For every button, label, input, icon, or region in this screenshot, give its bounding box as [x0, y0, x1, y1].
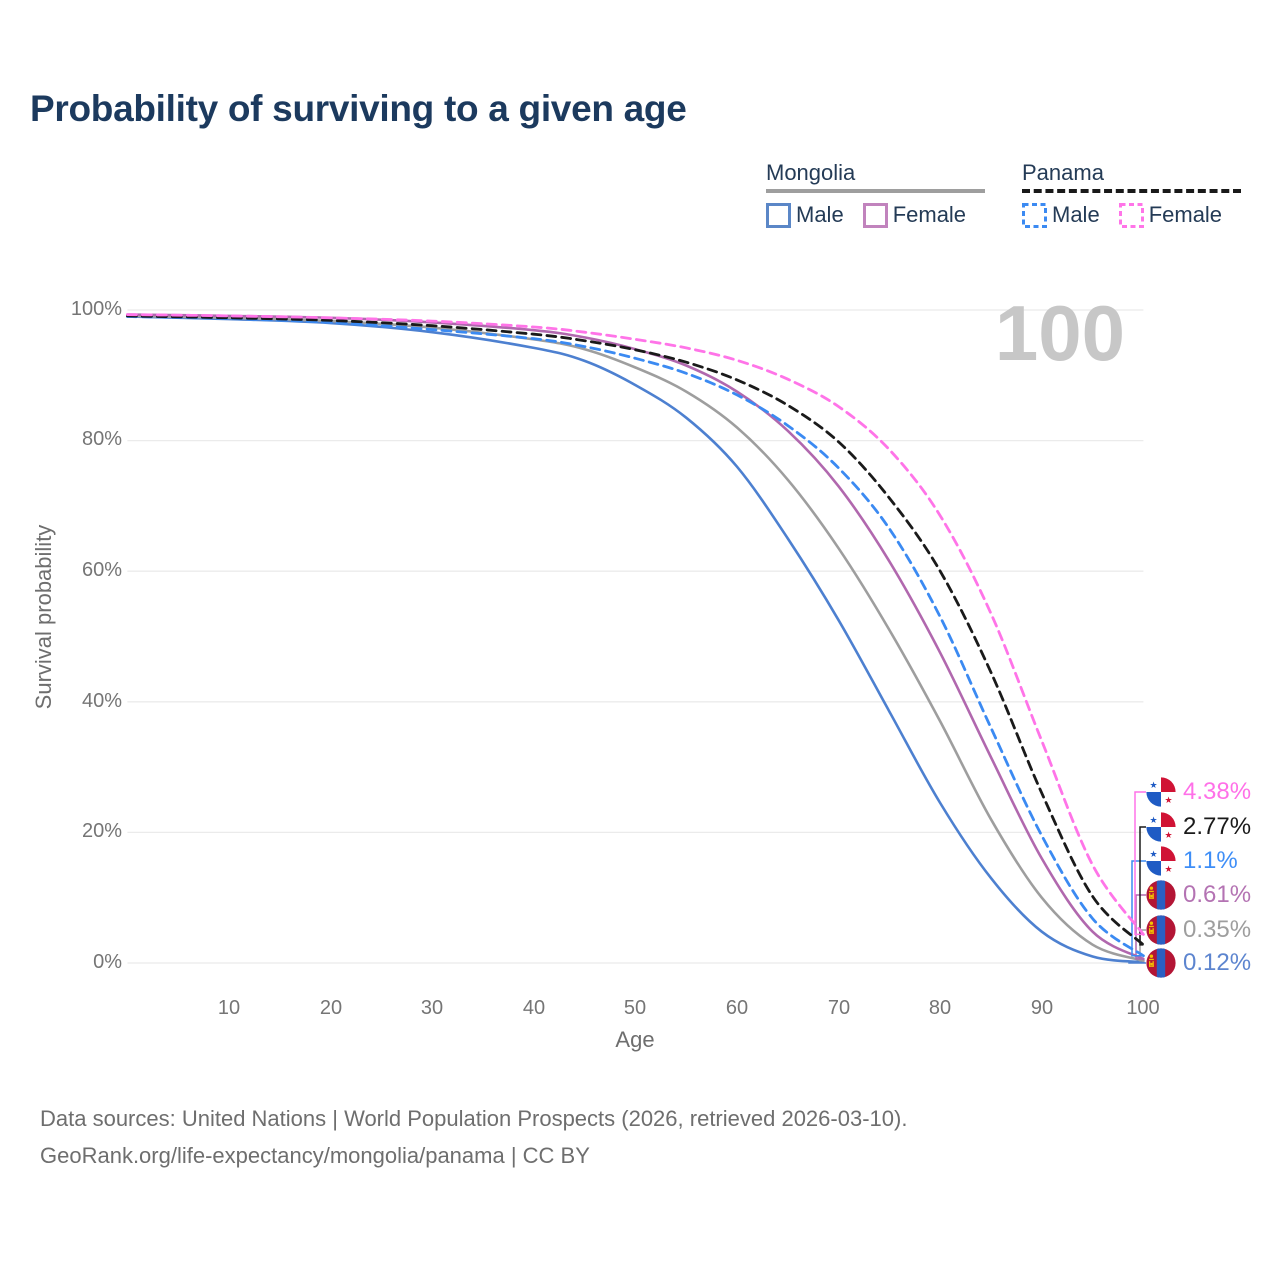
legend-line-sample-solid — [766, 189, 986, 193]
svg-text:★: ★ — [1149, 850, 1157, 860]
svg-text:★: ★ — [1164, 796, 1172, 806]
end-label-panama-female: ★ ★ 4.38% — [1146, 777, 1251, 807]
x-tick-20: 20 — [319, 997, 343, 1019]
end-label-mongolia-both: 0.35% — [1146, 915, 1251, 945]
x-tick-30: 30 — [420, 997, 444, 1019]
end-label-value: 0.61% — [1183, 881, 1252, 908]
mongolia-flag-icon — [1146, 915, 1176, 945]
legend-label-female: Female — [1148, 202, 1223, 227]
end-label-value: 2.77% — [1183, 813, 1252, 840]
x-axis-title: Age — [615, 1027, 655, 1052]
curve-panama-both-sexes[interactable] — [126, 314, 1145, 947]
panama-flag-icon: ★★ — [1146, 777, 1176, 807]
x-tick-40: 40 — [522, 997, 546, 1019]
curve-panama-female-connector — [1134, 791, 1146, 936]
legend-swatch-mongolia-female[interactable] — [862, 202, 888, 228]
y-tick-60: 60% — [81, 559, 122, 581]
legend-item-mongolia-female[interactable]: Female — [862, 202, 967, 228]
curve-mongolia-female[interactable] — [126, 313, 1145, 961]
x-tick-90: 90 — [1030, 997, 1054, 1019]
legend-label-female: Female — [892, 202, 967, 227]
curve-mongolia-male[interactable] — [126, 315, 1145, 964]
legend-label-male: Male — [796, 202, 844, 227]
end-label-mongolia-female: 0.61% — [1146, 880, 1251, 910]
legend-group-panama: Panama Male Female — [1022, 160, 1242, 228]
data-sources-line: Data sources: United Nations | World Pop… — [40, 1106, 908, 1131]
curve-mongolia-female-connector — [1135, 894, 1146, 960]
mongolia-flag-icon — [1146, 948, 1176, 978]
svg-text:★: ★ — [1149, 816, 1157, 826]
svg-text:★: ★ — [1164, 865, 1172, 875]
attribution-line: GeoRank.org/life-expectancy/mongolia/pan… — [40, 1143, 590, 1168]
mongolia-flag-icon — [1146, 880, 1176, 910]
y-tick-40: 40% — [81, 690, 122, 712]
panama-flag-icon: ★★ — [1146, 812, 1176, 842]
x-tick-10: 10 — [217, 997, 241, 1019]
end-label-mongolia-male: 0.12% — [1146, 948, 1251, 978]
svg-text:★: ★ — [1149, 781, 1157, 791]
x-tick-80: 80 — [928, 997, 952, 1019]
y-axis-title: Survival probability — [31, 524, 56, 710]
curve-panama-male[interactable] — [126, 315, 1145, 958]
end-label-value: 0.35% — [1183, 916, 1252, 943]
legend-item-mongolia-male[interactable]: Male — [766, 202, 844, 228]
legend-label-male: Male — [1052, 202, 1100, 227]
curve-mongolia-both-sexes[interactable] — [126, 314, 1145, 962]
curve-mongolia-male-connector — [1128, 961, 1146, 964]
hovered-age-watermark: 100 — [994, 289, 1125, 377]
end-label-panama-both: ★ ★ 2.77% — [1146, 812, 1251, 842]
x-tick-60: 60 — [725, 997, 749, 1019]
legend-item-panama-male[interactable]: Male — [1022, 202, 1100, 228]
end-label-panama-male: ★ ★ 1.1% — [1146, 846, 1238, 876]
x-tick-100: 100 — [1126, 997, 1160, 1019]
y-tick-20: 20% — [81, 820, 122, 842]
curve-panama-male-connector — [1131, 860, 1146, 957]
y-tick-80: 80% — [81, 428, 122, 450]
end-label-value: 0.12% — [1183, 949, 1252, 976]
curve-panama-both-sexes-connector — [1139, 826, 1146, 946]
legend-swatch-panama-female[interactable] — [1118, 202, 1144, 228]
y-tick-0: 0% — [93, 951, 122, 973]
svg-text:★: ★ — [1164, 831, 1172, 841]
end-label-value: 4.38% — [1183, 778, 1252, 805]
y-tick-100: 100% — [70, 298, 122, 320]
legend-country-mongolia[interactable]: Mongolia — [766, 160, 856, 185]
panama-flag-icon: ★★ — [1146, 846, 1176, 876]
legend-country-panama[interactable]: Panama — [1022, 160, 1104, 185]
curve-panama-female[interactable] — [126, 313, 1145, 936]
x-tick-70: 70 — [827, 997, 851, 1019]
legend-swatch-panama-male[interactable] — [1022, 202, 1047, 228]
legend-swatch-mongolia-male[interactable] — [766, 202, 791, 228]
page-title: Probability of surviving to a given age — [30, 88, 687, 129]
legend-line-sample-dashed — [1022, 189, 1242, 193]
x-tick-50: 50 — [623, 997, 647, 1019]
legend-group-mongolia: Mongolia Male Female — [766, 160, 986, 228]
legend-item-panama-female[interactable]: Female — [1118, 202, 1223, 228]
end-label-value: 1.1% — [1183, 847, 1238, 874]
